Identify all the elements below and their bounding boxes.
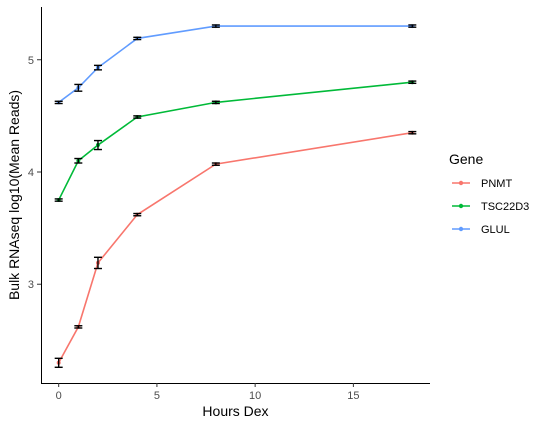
error-bar — [408, 80, 417, 85]
error-bar — [133, 212, 142, 217]
error-bar — [133, 115, 142, 119]
series-glul — [54, 24, 417, 105]
legend-label: PNMT — [481, 178, 512, 190]
series-line-pnmt — [57, 131, 413, 364]
error-bar — [211, 100, 220, 105]
error-bar — [408, 24, 417, 28]
legend: Gene PNMT TSC22D3 GLUL — [449, 151, 529, 236]
y-ticks: 3 4 5 — [28, 55, 41, 291]
error-bar — [74, 83, 83, 92]
legend-item-pnmt: PNMT — [452, 178, 512, 190]
legend-item-glul: GLUL — [452, 224, 510, 236]
x-tick-label: 15 — [347, 390, 359, 402]
x-tick-label: 5 — [154, 390, 160, 402]
y-tick-label: 5 — [28, 55, 34, 67]
x-tick-label: 0 — [56, 390, 62, 402]
series-tsc22d3 — [54, 80, 417, 203]
series-layer — [54, 24, 417, 368]
legend-item-tsc22d3: TSC22D3 — [452, 201, 529, 213]
legend-key-point — [458, 203, 464, 209]
error-bar — [93, 139, 102, 151]
error-bar — [211, 162, 220, 166]
series-line-glul — [58, 25, 413, 104]
error-bar — [74, 325, 83, 329]
legend-label: GLUL — [481, 224, 510, 236]
y-axis-title: Bulk RNAseq log10(Mean Reads) — [6, 90, 22, 300]
legend-title: Gene — [449, 151, 483, 167]
error-bar — [54, 357, 63, 368]
x-tick-label: 10 — [249, 390, 261, 402]
y-tick-label: 4 — [28, 167, 34, 179]
legend-key-point — [458, 226, 464, 232]
error-bar — [93, 256, 102, 270]
error-bar — [211, 24, 220, 28]
legend-label: TSC22D3 — [481, 201, 529, 213]
axes — [41, 7, 430, 384]
error-bar — [74, 157, 83, 164]
error-bar — [93, 64, 102, 71]
error-bar — [54, 198, 63, 202]
x-axis-title: Hours Dex — [202, 403, 268, 419]
legend-key-point — [458, 180, 464, 186]
x-ticks: 0 5 10 15 — [56, 383, 360, 402]
error-bar — [54, 100, 63, 105]
series-line-tsc22d3 — [57, 81, 413, 201]
y-tick-label: 3 — [28, 279, 34, 291]
legend-items: PNMT TSC22D3 GLUL — [452, 178, 529, 236]
error-bar — [408, 130, 417, 135]
error-bar — [133, 36, 142, 41]
series-pnmt — [54, 130, 417, 368]
